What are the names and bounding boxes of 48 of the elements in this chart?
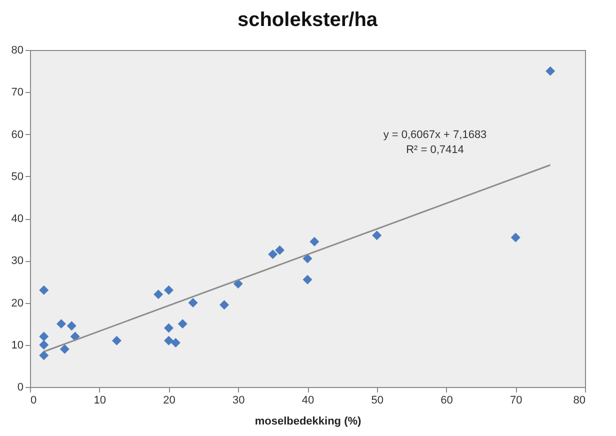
point (178, 319, 188, 329)
x-tick-label: 0 (30, 394, 37, 406)
point (56, 319, 66, 329)
x-tick-label: 20 (163, 394, 176, 406)
y-tick-label: 20 (11, 297, 24, 310)
x-tick-label: 10 (94, 394, 106, 406)
y-tick-label: 80 (11, 44, 24, 56)
x-tick-label: 30 (232, 394, 245, 406)
point (188, 298, 198, 308)
y-tick-label: 30 (11, 255, 24, 268)
y-tick-label: 40 (11, 213, 24, 225)
point (154, 290, 164, 300)
x-tick-label: 70 (510, 394, 522, 406)
y-tick-label: 0 (17, 382, 24, 394)
y-tick-label: 70 (11, 86, 24, 99)
point (233, 279, 243, 289)
point (510, 232, 520, 242)
point (164, 285, 174, 295)
point (302, 274, 312, 284)
point (275, 245, 284, 255)
annotation: R² = 0,7414 (406, 144, 464, 156)
point (39, 340, 49, 350)
point (170, 338, 180, 348)
x-tick-label: 40 (302, 394, 314, 406)
point (310, 236, 320, 246)
point (60, 344, 70, 354)
point (268, 250, 278, 260)
point (220, 300, 229, 310)
point (164, 336, 174, 346)
point (546, 66, 556, 76)
y-tick-label: 50 (11, 170, 24, 183)
x-axis-title: moselbedekking (%) (254, 416, 362, 428)
x-tick-label: 50 (371, 394, 384, 406)
x-tick-label: 80 (573, 394, 586, 406)
y-tick-label: 60 (11, 128, 24, 141)
point (70, 332, 80, 342)
point (372, 230, 382, 240)
point (66, 321, 76, 331)
y-tick-label: 10 (11, 339, 24, 352)
annotation: y = 0,6067x + 7,1683 (383, 129, 487, 141)
point (302, 254, 312, 264)
x-tick-label: 60 (440, 394, 453, 406)
point (39, 285, 49, 295)
chart-title: scholekster/ha (237, 9, 378, 31)
point (39, 332, 49, 342)
point (164, 323, 174, 333)
point (112, 336, 122, 346)
point (39, 350, 49, 360)
